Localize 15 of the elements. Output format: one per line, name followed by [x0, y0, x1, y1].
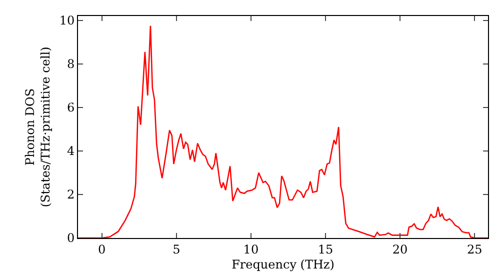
x-tick-label: 10 — [243, 242, 259, 256]
x-tick-label: 5 — [172, 242, 180, 256]
y-tick-label: 2 — [66, 188, 75, 202]
y-tick-label: 10 — [59, 14, 75, 28]
x-tick-label: 25 — [466, 242, 482, 256]
x-tick-label: 15 — [318, 242, 334, 256]
y-tick-label: 4 — [66, 144, 75, 158]
y-tick-label: 6 — [66, 100, 75, 115]
x-tick-label: 0 — [98, 242, 106, 256]
y-axis-title: Phonon DOS (States/THz·primitive cell) — [23, 46, 53, 208]
x-tick-label: 20 — [392, 242, 408, 256]
y-tick-label: 0 — [66, 231, 75, 246]
y-tick-label: 8 — [66, 57, 75, 72]
line-series — [78, 25, 488, 238]
x-axis-title: Frequency (THz) — [232, 257, 334, 272]
